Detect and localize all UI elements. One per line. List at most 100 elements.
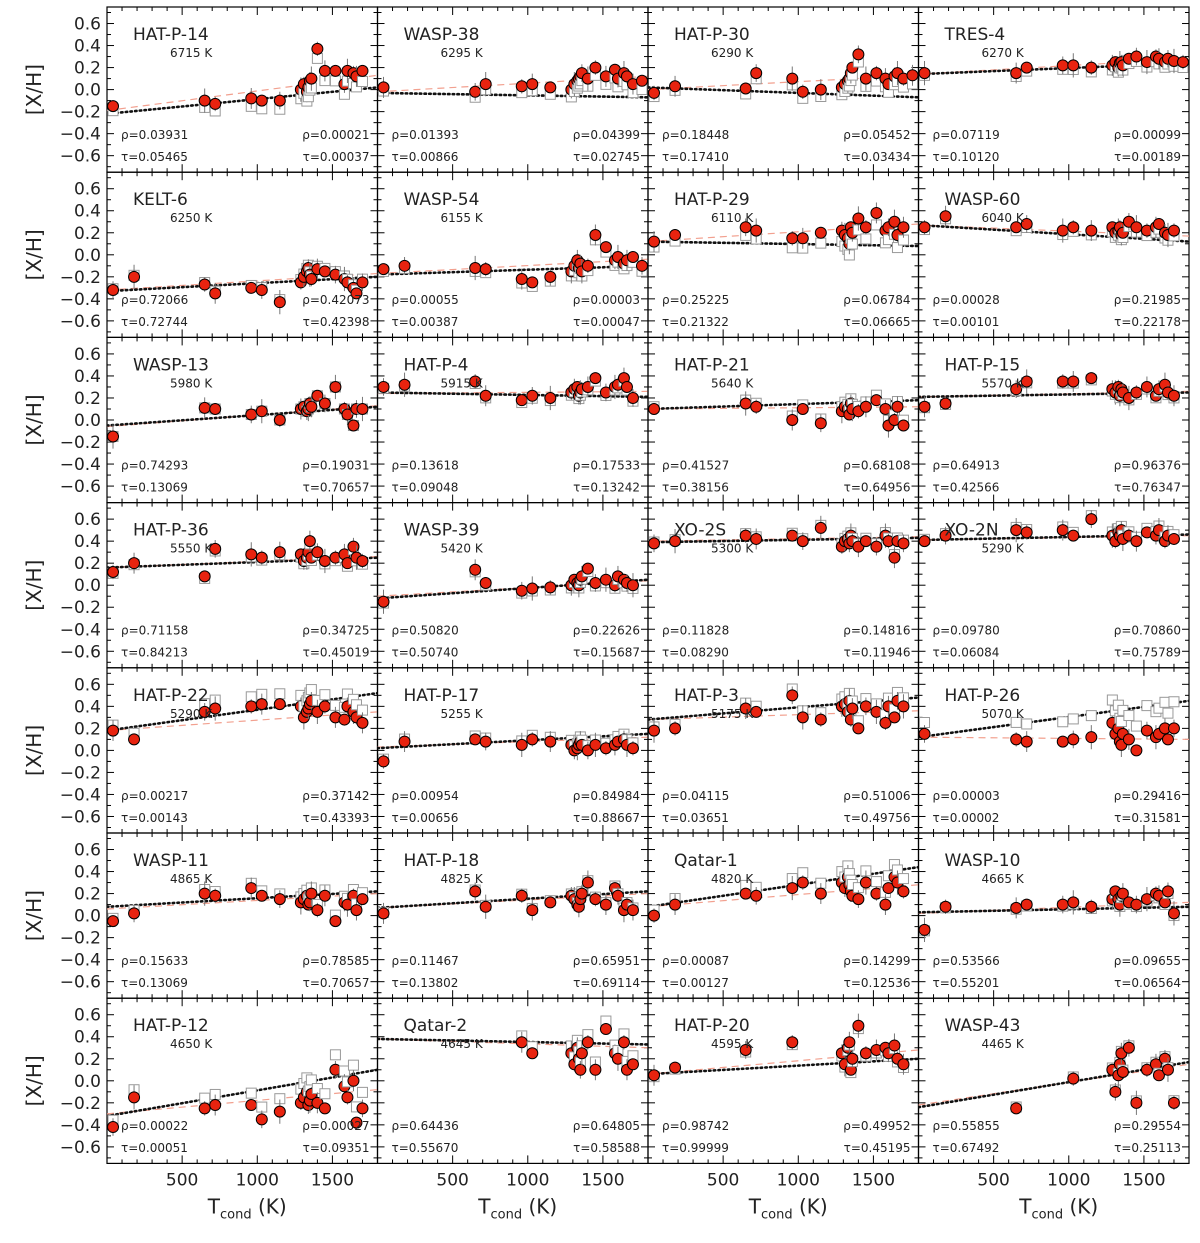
- tau-right: τ=0.75789: [1114, 646, 1181, 660]
- red-point-marker: [1161, 1063, 1174, 1076]
- tau-left: τ=0.05465: [121, 150, 188, 164]
- tau-left: τ=0.72744: [121, 315, 188, 329]
- red-point-marker: [589, 228, 602, 241]
- black-fit-line: [648, 86, 919, 99]
- x-axis-label: Tcond (K): [748, 1194, 828, 1222]
- y-tick-label: −0.2: [60, 763, 101, 783]
- red-point-marker: [599, 573, 612, 586]
- red-point-marker: [888, 1039, 901, 1052]
- red-point-marker: [879, 898, 892, 911]
- panel-plot-area: [377, 1015, 648, 1081]
- tau-right: τ=0.06564: [1114, 976, 1181, 990]
- red-point-marker: [1056, 524, 1069, 537]
- rho-left: ρ=0.53566: [933, 954, 1000, 968]
- red-point-marker: [469, 375, 482, 388]
- rho-right: ρ=0.14299: [843, 954, 910, 968]
- panel-plot-area: [107, 1049, 378, 1136]
- red-point-marker: [128, 733, 141, 746]
- y-tick-label: 0.0: [74, 81, 101, 101]
- red-fit-line: [377, 736, 648, 748]
- tau-left: τ=0.00002: [933, 811, 1000, 825]
- y-tick-label: 0.4: [74, 202, 101, 222]
- red-point-marker: [648, 909, 661, 922]
- red-point-marker: [245, 92, 258, 105]
- black-fit-line: [107, 890, 378, 909]
- rho-left: ρ=0.00003: [933, 789, 1000, 803]
- red-point-marker: [589, 372, 602, 385]
- red-point-marker: [1167, 907, 1180, 920]
- y-axis-label: [X/H]: [22, 394, 46, 445]
- open-square-marker: [897, 873, 909, 885]
- red-fit-line: [648, 536, 919, 542]
- red-point-marker: [1085, 513, 1098, 526]
- red-point-marker: [198, 705, 211, 718]
- red-point-marker: [882, 882, 895, 895]
- open-square-marker: [356, 1086, 368, 1098]
- y-tick-label: 0.6: [74, 1006, 101, 1026]
- red-point-marker: [1140, 380, 1153, 393]
- rho-right: ρ=0.00003: [573, 293, 640, 307]
- red-point-marker: [356, 554, 369, 567]
- y-tick-label: 0.4: [74, 1028, 101, 1048]
- open-square-marker: [274, 688, 286, 700]
- red-point-marker: [1116, 887, 1129, 900]
- red-fit-line: [648, 1049, 919, 1075]
- black-fit-line: [377, 732, 648, 750]
- red-point-marker: [350, 904, 363, 917]
- red-point-marker: [209, 702, 222, 715]
- red-point-marker: [852, 212, 865, 225]
- red-point-marker: [786, 529, 799, 542]
- y-tick-label: 0.0: [74, 411, 101, 431]
- open-square-marker: [1115, 715, 1127, 727]
- red-point-marker: [669, 535, 682, 548]
- red-point-marker: [377, 380, 390, 393]
- red-point-marker: [356, 64, 369, 77]
- rho-left: ρ=0.98742: [662, 1119, 729, 1133]
- red-point-marker: [1056, 224, 1069, 237]
- red-point-marker: [1067, 375, 1080, 388]
- red-point-marker: [1010, 901, 1023, 914]
- tau-left: τ=0.50740: [392, 646, 459, 660]
- red-point-marker: [620, 380, 633, 393]
- red-point-marker: [198, 1102, 211, 1115]
- x-axis-label: Tcond (K): [207, 1194, 287, 1222]
- red-point-marker: [1056, 898, 1069, 911]
- red-point-marker: [347, 419, 360, 432]
- red-point-marker: [796, 535, 809, 548]
- red-point-marker: [1056, 375, 1069, 388]
- rho-left: ρ=0.71158: [121, 624, 188, 638]
- red-point-marker: [750, 67, 763, 80]
- open-square-marker: [347, 1059, 359, 1071]
- red-point-marker: [581, 1036, 594, 1049]
- rho-left: ρ=0.07119: [933, 128, 1000, 142]
- red-point-marker: [329, 64, 342, 77]
- panel-plot-area: [918, 369, 1189, 418]
- red-point-marker: [750, 705, 763, 718]
- red-point-marker: [1056, 735, 1069, 748]
- rho-right: ρ=0.70860: [1114, 624, 1181, 638]
- rho-left: ρ=0.55855: [933, 1119, 1000, 1133]
- red-point-marker: [1116, 1065, 1129, 1078]
- teff-label: 5070 K: [982, 707, 1025, 721]
- red-point-marker: [245, 281, 258, 294]
- red-point-marker: [796, 85, 809, 98]
- rho-right: ρ=0.21985: [1114, 293, 1181, 307]
- star-name: HAT-P-30: [674, 25, 750, 45]
- red-point-marker: [1020, 526, 1033, 539]
- y-tick-label: 0.6: [74, 510, 101, 530]
- teff-label: 4665 K: [982, 872, 1025, 886]
- teff-label: 6250 K: [170, 211, 213, 225]
- red-point-marker: [318, 700, 331, 713]
- y-tick-label: −0.2: [60, 433, 101, 453]
- y-tick-label: 0.6: [74, 15, 101, 35]
- red-fit-line: [648, 223, 919, 243]
- teff-label: 5255 K: [441, 707, 484, 721]
- red-point-marker: [255, 698, 268, 711]
- rho-right: ρ=0.22626: [573, 624, 640, 638]
- y-tick-label: 0.4: [74, 367, 101, 387]
- red-point-marker: [918, 400, 931, 413]
